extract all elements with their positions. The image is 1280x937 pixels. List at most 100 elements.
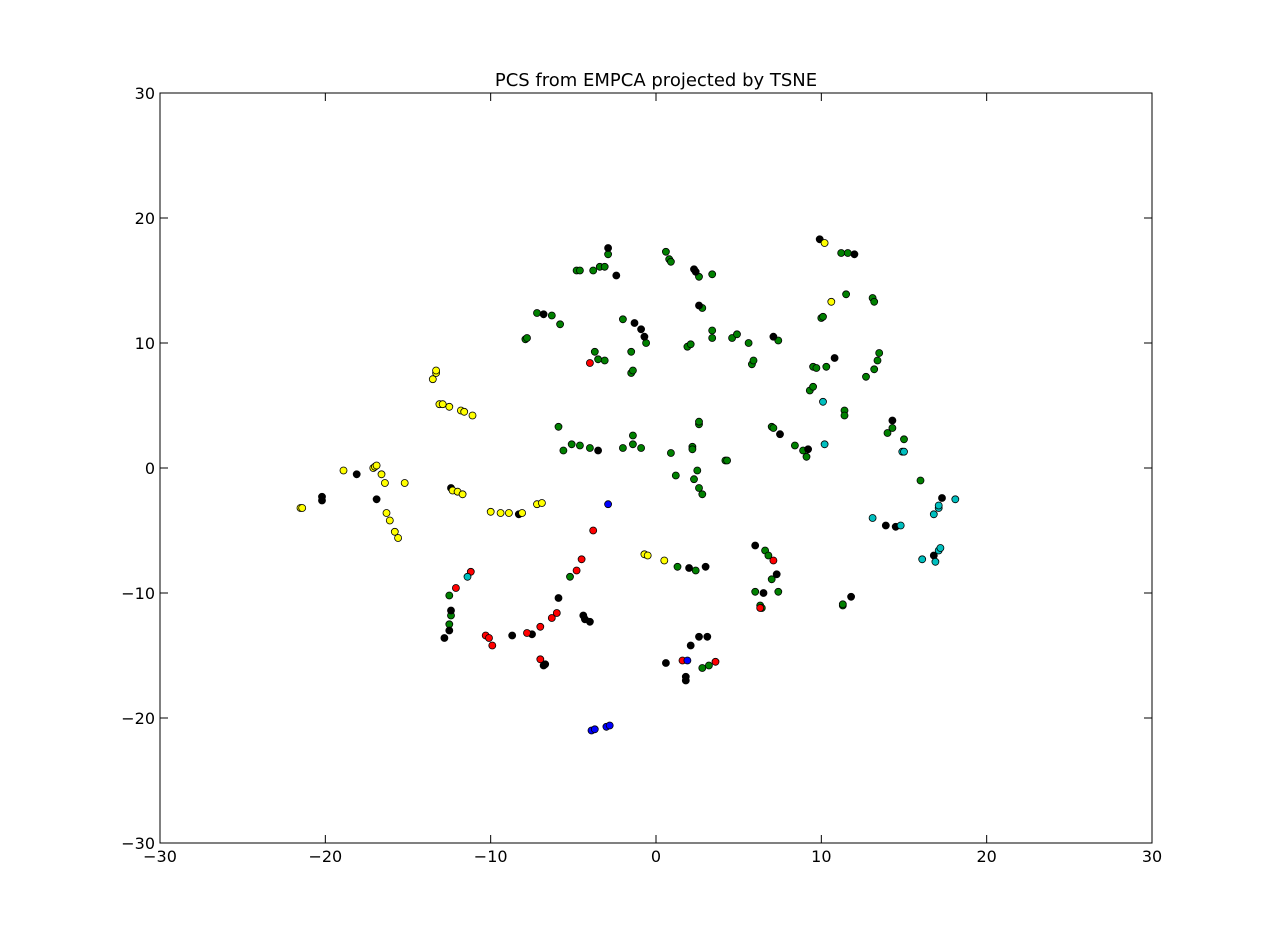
scatter-point — [496, 509, 505, 517]
scatter-point — [394, 534, 403, 542]
scatter-point — [671, 471, 680, 480]
scatter-point — [539, 310, 548, 319]
scatter-point — [576, 266, 584, 275]
scatter-point — [690, 475, 698, 484]
scatter-point — [875, 349, 884, 357]
scatter-point — [723, 456, 731, 465]
scatter-point — [936, 544, 945, 552]
scatter-point — [703, 632, 712, 641]
scatter-point — [769, 424, 778, 432]
scatter-point — [868, 514, 877, 522]
scatter-point — [667, 257, 675, 266]
scatter-point — [711, 657, 720, 666]
x-tick-label: 30 — [1142, 847, 1162, 866]
scatter-point — [708, 334, 717, 342]
scatter-point — [776, 430, 784, 439]
scatter-point — [629, 366, 637, 375]
scatter-point — [822, 362, 831, 371]
scatter-point — [586, 617, 594, 626]
scatter-point — [900, 447, 908, 456]
scatter-point — [428, 375, 437, 384]
scatter-point — [695, 417, 703, 426]
scatter-point — [590, 725, 599, 734]
scatter-point — [751, 587, 760, 596]
scatter-point — [951, 495, 960, 504]
y-tick-label: 20 — [135, 209, 155, 228]
scatter-point — [705, 661, 713, 670]
scatter-point — [693, 466, 702, 475]
scatter-point — [896, 521, 905, 530]
scatter-point — [385, 516, 394, 525]
scatter-point — [440, 634, 449, 642]
scatter-point — [600, 356, 609, 365]
scatter-point — [445, 591, 454, 600]
scatter-point — [508, 631, 517, 640]
scatter-point — [870, 365, 879, 374]
data-points — [296, 235, 960, 735]
scatter-point — [451, 584, 460, 592]
scatter-point — [382, 509, 391, 517]
scatter-point — [837, 249, 846, 257]
scatter-point — [643, 551, 652, 560]
scatter-point — [339, 466, 348, 475]
scatter-point — [820, 440, 829, 449]
scatter-point — [460, 407, 469, 416]
scatter-point — [567, 440, 576, 449]
scatter-point — [929, 510, 938, 519]
scatter-point — [523, 334, 531, 342]
scatter-point — [377, 470, 386, 479]
scatter-point — [695, 301, 703, 310]
scatter-point — [438, 400, 447, 409]
scatter-point — [556, 320, 564, 329]
scatter-point — [352, 470, 361, 479]
scatter-point — [774, 587, 783, 596]
scatter-point — [701, 562, 710, 571]
scatter-point — [594, 446, 602, 455]
scatter-point — [605, 721, 614, 730]
scatter-point — [612, 271, 621, 280]
scatter-point — [559, 446, 568, 455]
scatter-point — [686, 340, 695, 349]
scatter-point — [691, 267, 700, 276]
scatter-point — [708, 270, 717, 279]
scatter-point — [804, 445, 812, 454]
scatter-point — [769, 332, 778, 341]
scatter-point — [812, 364, 821, 372]
scatter-point — [827, 297, 836, 306]
scatter-point — [547, 311, 556, 320]
x-tick-label: 0 — [651, 847, 661, 866]
scatter-point — [572, 566, 581, 575]
scatter-point — [629, 431, 637, 440]
scatter-point — [819, 312, 827, 321]
scatter-point — [673, 562, 682, 571]
scatter-point — [888, 416, 897, 425]
chart-title: PCS from EMPCA projected by TSNE — [495, 70, 817, 91]
scatter-point — [733, 330, 741, 339]
scatter-point — [698, 490, 707, 499]
scatter-point — [533, 309, 541, 317]
scatter-point — [769, 556, 778, 565]
scatter-point — [791, 441, 799, 450]
x-tick-label: −20 — [308, 847, 342, 866]
scatter-point — [883, 429, 892, 437]
scatter-point — [523, 629, 531, 637]
scatter-point — [683, 656, 692, 665]
scatter-point — [918, 555, 927, 564]
scatter-point — [604, 500, 612, 509]
scatter-point — [662, 659, 670, 667]
scatter-point — [698, 664, 707, 672]
scatter-point — [842, 290, 850, 299]
x-tick-label: 10 — [811, 847, 831, 866]
scatter-point — [759, 589, 768, 597]
scatter-point — [809, 382, 817, 391]
scatter-point — [619, 315, 627, 324]
scatter-point — [463, 572, 472, 581]
scatter-point — [619, 444, 627, 452]
scatter-point — [590, 347, 599, 356]
scatter-point — [390, 527, 399, 536]
scatter-point — [637, 444, 645, 452]
scatter-point — [870, 297, 879, 306]
x-tick-label: −30 — [143, 847, 177, 866]
scatter-point — [518, 509, 526, 517]
scatter-point — [938, 494, 946, 502]
